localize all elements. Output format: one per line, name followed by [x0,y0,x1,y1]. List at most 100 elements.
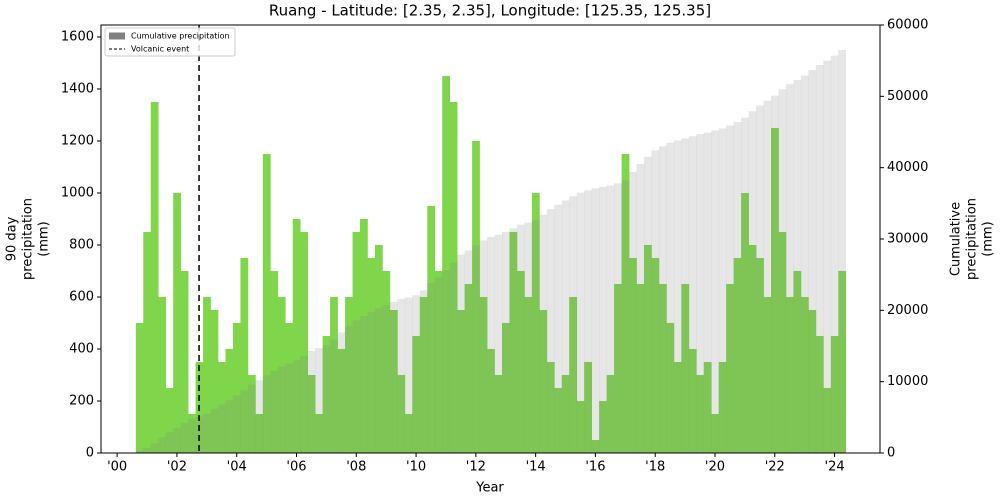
bar [711,130,720,453]
x-tick-label: '00 [107,460,127,475]
bar [494,234,503,453]
y-axis-label-line: 90 day [5,216,20,261]
bar [823,60,832,454]
bar [143,231,152,453]
bar [718,361,727,453]
bar [636,283,645,453]
bar [232,395,241,453]
y2-tick-label: 60000 [887,18,928,33]
bar [658,146,667,453]
bar [696,134,705,453]
x-tick-label: '22 [765,460,785,475]
bar [681,138,690,454]
bar [285,322,294,453]
bar [733,122,742,453]
bar [718,128,727,453]
y-tick-label: 1000 [61,185,94,200]
bar [561,200,570,453]
bar [524,222,533,453]
bar [270,270,279,453]
bar [838,270,847,453]
bar [621,153,630,453]
bar [292,360,301,453]
bar [367,257,376,453]
bar [322,335,331,453]
bar [337,332,346,453]
bar [569,196,578,453]
bar [412,335,421,453]
bar [247,384,256,453]
bar [404,297,413,453]
y2-axis-label: Cumulative precipitation (mm) [949,198,996,280]
bar [442,75,450,454]
bar [419,296,428,453]
bar [748,111,757,454]
bar [651,257,660,453]
y-tick-label: 0 [86,446,94,461]
bar [479,296,488,453]
bar [606,374,615,453]
x-tick-label: '10 [406,460,426,475]
bar [726,283,734,453]
bar [561,374,570,453]
bar [442,270,450,453]
x-tick-label: '14 [526,460,546,475]
bar [741,192,749,453]
bar [464,250,473,453]
y-tick-label: 600 [69,289,94,304]
bar [554,387,563,453]
bar [158,437,167,453]
y-axis-label-line: precipitation [21,198,36,280]
bar [711,413,720,453]
bar [240,390,249,453]
bar [449,101,458,453]
bar [800,75,809,453]
bar [382,305,391,453]
bar [218,361,226,453]
bar [756,257,764,453]
bar [292,218,301,453]
bar [584,361,592,453]
bar [756,105,764,454]
bar [143,448,152,453]
bar [150,101,159,453]
bar [352,320,361,453]
x-tick-label: '02 [167,460,187,475]
bar [210,408,219,453]
bar [539,214,548,453]
bar [546,209,555,453]
bar [479,240,488,453]
bar [621,180,630,454]
y2-axis-label-line: precipitation [965,198,980,280]
bar [576,192,585,453]
bar [419,290,428,453]
bar [270,370,279,453]
bar [800,296,809,453]
bar [173,428,181,453]
y2-tick-label: 20000 [887,303,928,318]
bar [472,140,480,454]
bar [457,309,465,453]
bar [524,296,533,453]
bar [771,95,779,454]
legend: Cumulative precipitation Volcanic event [104,27,236,57]
bar [785,84,794,453]
bar [255,413,264,453]
y2-tick-label: 40000 [887,160,928,175]
y-tick-label: 200 [69,393,94,408]
bar [614,183,622,454]
bar [262,375,271,453]
bar [307,374,316,453]
bar [771,127,779,454]
bar [307,350,316,453]
bar [165,432,174,453]
bar [330,296,338,453]
bar [374,308,383,453]
bar [531,220,540,453]
bar [203,296,211,453]
bar [554,204,563,453]
x-tick-label: '20 [705,460,725,475]
bar [150,443,159,453]
bar [247,374,256,453]
bar [815,64,824,454]
